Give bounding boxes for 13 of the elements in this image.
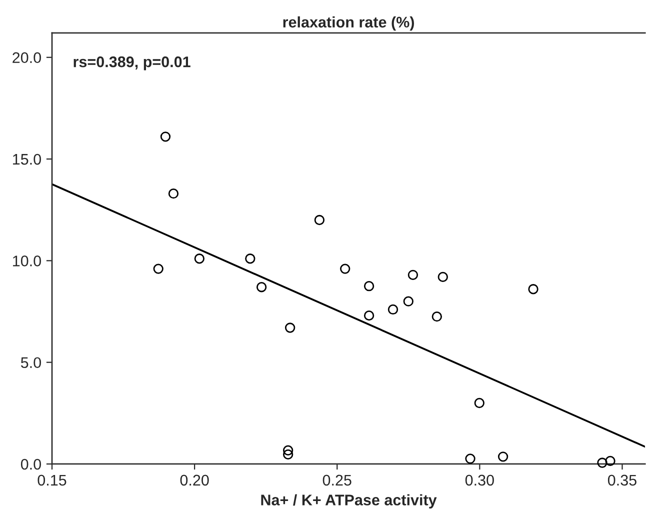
y-tick-label: 5.0 <box>20 357 41 368</box>
y-tick-label: 20.0 <box>12 52 41 64</box>
y-tick-label: 10.0 <box>13 256 41 266</box>
x-axis-title: Na+ / K+ ATPase activity <box>261 494 437 508</box>
x-tick-label: 0.15 <box>38 474 66 486</box>
annotation: rs=0.389, p=0.01 <box>74 56 190 70</box>
x-tick-label: 0.35 <box>608 474 636 486</box>
y-tick-label: 15.0 <box>13 154 41 165</box>
x-tick-label: 0.25 <box>322 474 352 486</box>
x-tick-label: 0.30 <box>465 474 494 486</box>
x-tick-label: 0.20 <box>180 474 209 486</box>
chart-title: relaxation rate (%) <box>283 16 414 31</box>
y-tick-label: 0.0 <box>20 458 41 470</box>
